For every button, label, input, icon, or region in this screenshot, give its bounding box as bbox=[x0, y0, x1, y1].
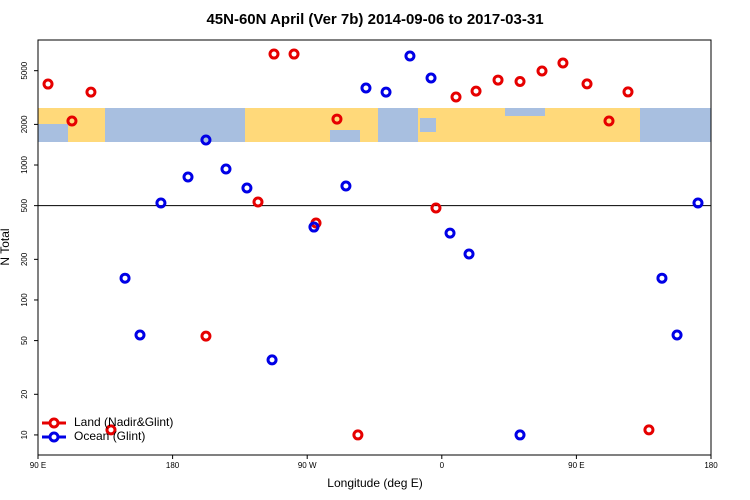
point bbox=[155, 197, 167, 209]
y-axis-label: N Total bbox=[0, 228, 12, 265]
point bbox=[200, 330, 212, 342]
point bbox=[536, 65, 548, 77]
point bbox=[425, 72, 437, 84]
point bbox=[308, 221, 320, 233]
point bbox=[331, 113, 343, 125]
point bbox=[430, 202, 442, 214]
point bbox=[692, 197, 704, 209]
y-tick-label: 5000 bbox=[20, 61, 29, 79]
point bbox=[514, 75, 526, 87]
y-tick-label: 500 bbox=[20, 198, 29, 212]
y-tick-label: 200 bbox=[20, 252, 29, 266]
point bbox=[656, 272, 668, 284]
legend-label: Land (Nadir&Glint) bbox=[74, 415, 173, 429]
point bbox=[470, 85, 482, 97]
legend-marker bbox=[48, 417, 60, 429]
x-axis-label: Longitude (deg E) bbox=[327, 476, 422, 490]
x-tick-label: 180 bbox=[704, 461, 718, 470]
point bbox=[119, 272, 131, 284]
point bbox=[252, 196, 264, 208]
point bbox=[581, 78, 593, 90]
point bbox=[450, 91, 462, 103]
point bbox=[182, 171, 194, 183]
point bbox=[268, 48, 280, 60]
map-band bbox=[38, 108, 711, 142]
point bbox=[340, 180, 352, 192]
point bbox=[557, 57, 569, 69]
legend-marker bbox=[48, 431, 60, 443]
point bbox=[241, 182, 253, 194]
x-tick-label: 180 bbox=[166, 461, 180, 470]
y-tick-label: 2000 bbox=[20, 115, 29, 133]
plot-frame bbox=[37, 39, 712, 456]
point bbox=[66, 115, 78, 127]
point bbox=[380, 86, 392, 98]
y-tick-label: 1000 bbox=[20, 156, 29, 174]
point bbox=[463, 248, 475, 260]
point bbox=[266, 354, 278, 366]
point bbox=[288, 48, 300, 60]
x-tick-label: 90 E bbox=[30, 461, 46, 470]
point bbox=[404, 50, 416, 62]
x-tick-label: 90 W bbox=[298, 461, 317, 470]
y-tick-label: 20 bbox=[20, 389, 29, 398]
point bbox=[200, 134, 212, 146]
point bbox=[492, 74, 504, 86]
point bbox=[671, 329, 683, 341]
y-tick-label: 100 bbox=[20, 293, 29, 307]
point bbox=[85, 86, 97, 98]
point bbox=[622, 86, 634, 98]
point bbox=[134, 329, 146, 341]
x-tick-label: 90 E bbox=[568, 461, 584, 470]
chart-title: 45N-60N April (Ver 7b) 2014-09-06 to 201… bbox=[206, 11, 543, 28]
point bbox=[514, 429, 526, 441]
y-tick-label: 50 bbox=[20, 336, 29, 345]
point bbox=[603, 115, 615, 127]
point bbox=[42, 78, 54, 90]
point bbox=[105, 424, 117, 436]
legend-label: Ocean (Glint) bbox=[74, 429, 145, 443]
point bbox=[220, 163, 232, 175]
point bbox=[352, 429, 364, 441]
y-tick-label: 10 bbox=[20, 430, 29, 439]
x-tick-label: 0 bbox=[440, 461, 445, 470]
point bbox=[444, 227, 456, 239]
point bbox=[360, 82, 372, 94]
point bbox=[643, 424, 655, 436]
